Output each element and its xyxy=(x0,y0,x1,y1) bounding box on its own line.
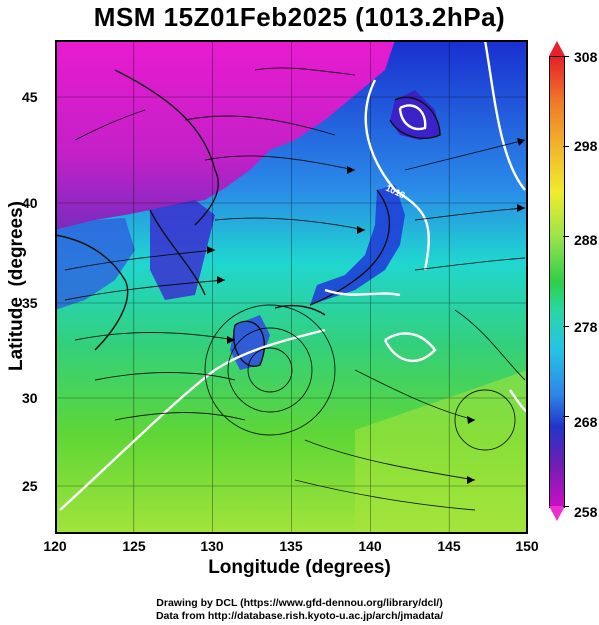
y-tick-25: 25 xyxy=(22,478,38,494)
korea-cold-region xyxy=(150,200,215,300)
colorbar-bottom-arrow xyxy=(549,506,565,521)
streamlines xyxy=(64,67,526,511)
temperature-map: 1013 xyxy=(55,40,528,534)
x-tick-140: 140 xyxy=(358,538,382,554)
x-tick-120: 120 xyxy=(43,538,67,554)
colorbar-tick-308: 308 xyxy=(574,49,598,65)
y-axis-label: Latitude (degrees) xyxy=(6,201,27,371)
coastlines xyxy=(55,69,441,367)
colorbar xyxy=(549,56,565,508)
contour-label: 1013 xyxy=(384,183,406,201)
x-tick-125: 125 xyxy=(122,538,146,554)
east-sea-warm-region xyxy=(355,370,528,534)
japan-honshu-region xyxy=(310,185,405,305)
x-axis-label: Longitude (degrees) xyxy=(208,557,391,578)
colorbar-tick-268: 268 xyxy=(574,414,598,430)
continent-cold-region xyxy=(55,40,395,230)
hokkaido-region xyxy=(390,90,440,140)
x-tick-130: 130 xyxy=(200,538,224,554)
colorbar-top-arrow xyxy=(549,41,565,56)
credit-drawing: Drawing by DCL (https://www.gfd-dennou.o… xyxy=(156,597,443,609)
colorbar-tick-258: 258 xyxy=(574,504,598,520)
credit-data: Data from http://database.rish.kyoto-u.a… xyxy=(155,610,444,622)
chart-title: MSM 15Z01Feb2025 (1013.2hPa) xyxy=(93,2,506,32)
colorbar-tick-298: 298 xyxy=(574,138,598,154)
arrowheads xyxy=(207,138,525,484)
y-tick-45: 45 xyxy=(22,89,38,105)
y-tick-30: 30 xyxy=(22,390,38,406)
colorbar-tick-278: 278 xyxy=(574,319,598,335)
x-tick-135: 135 xyxy=(279,538,303,554)
grid-lines xyxy=(55,40,528,534)
x-tick-150: 150 xyxy=(515,538,539,554)
china-coast-region xyxy=(55,218,135,310)
y-tick-35: 35 xyxy=(22,295,38,311)
x-tick-145: 145 xyxy=(437,538,461,554)
y-tick-40: 40 xyxy=(22,195,38,211)
colorbar-tick-288: 288 xyxy=(574,232,598,248)
contour-lines xyxy=(59,40,528,511)
